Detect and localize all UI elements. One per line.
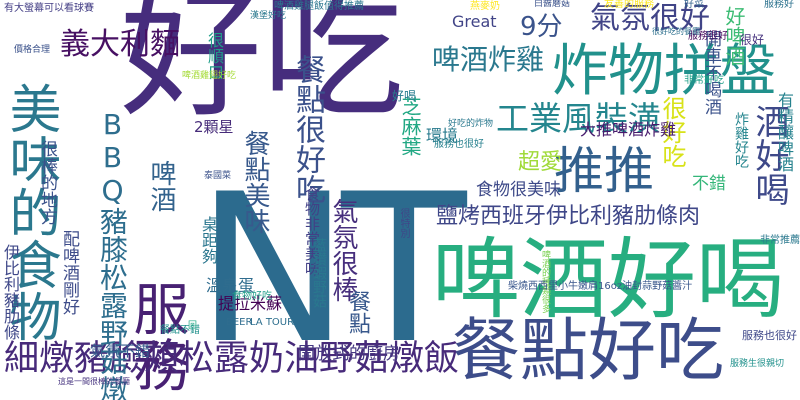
word-food-very-delicious: 食物非常美味 xyxy=(303,186,321,276)
word-haochi: 好吃 xyxy=(120,0,404,137)
word-chicken-rice: 啤酒雞腿飯值得推薦 xyxy=(274,1,364,12)
word-wine-good: 酒好喝 xyxy=(749,104,789,206)
word-industrial-decor: 工業風裝潢 xyxy=(496,99,661,138)
word-beer-variety: 啤酒的種類很多 xyxy=(540,250,550,313)
word-super-love: 超愛 xyxy=(518,150,563,175)
word-iberico-rib-short: 伊比利豬肋條 xyxy=(1,244,20,340)
word-tasty-restaurant: 很好吃的餐廳 xyxy=(652,27,700,36)
word-beer-good: 啤酒好喝 xyxy=(432,228,785,331)
word-burger: 漢堡好吃 xyxy=(250,11,287,21)
word-good-beer: 好啤酒 xyxy=(722,6,746,66)
word-meal-tasty: 餐點美味 xyxy=(240,130,270,234)
word-oat-milk: 燕麥奶 xyxy=(470,1,500,12)
word-tuitui: 推推 xyxy=(554,142,654,200)
word-open-kitchen: 開放式的廚房 xyxy=(298,344,400,364)
word-atmosphere-good: 氣氛很好 xyxy=(590,1,710,36)
word-nt: NT xyxy=(196,151,467,389)
word-craft-beer: 有精釀啤酒 xyxy=(775,92,794,172)
word-table-space: 桌距夠 xyxy=(199,216,218,264)
word-recommend-beer-chicken: 大推啤酒炸雞 xyxy=(580,120,677,139)
word-return: 回 xyxy=(188,321,198,331)
word-tiramisu: 提拉米蘇 xyxy=(218,294,283,313)
word-pork-risotto: 細燉豬臉頰松露奶油野菇燉飯 xyxy=(4,339,460,379)
word-great-place: 很棒的地方 xyxy=(37,140,57,225)
word-meal-very-good: 餐點很好吃 xyxy=(290,54,325,204)
word-service-also-good-2: 服務也很好 xyxy=(434,139,484,150)
word-big-screen: 有大螢幕可以看球賽 xyxy=(4,3,94,14)
word-pasta: 義大利麵 xyxy=(60,27,180,62)
word-thai-food: 泰國菜 xyxy=(204,171,232,181)
word-white-sauce: 白醬蘑菇 xyxy=(534,0,571,9)
word-veal-shank: 柴燒西西里小牛嫩肩16oz油封蒜野菇醬汁 xyxy=(508,281,693,292)
word-beer-en: BEER xyxy=(226,317,253,328)
word-blue-shrimp: 藍鑽蝦野菇 xyxy=(311,238,327,308)
word-atmosphere-great: 氣氛很棒 xyxy=(328,198,358,302)
word-no-drink-drive: 開車不喝酒 xyxy=(701,30,721,115)
word-wings-tasty: 啤酒雞翅好吃 xyxy=(182,71,237,81)
word-very-good: 很好 xyxy=(740,33,765,47)
word-beer-chicken: 啤酒炸雞 xyxy=(432,43,545,76)
word-good-drink: 好喝 xyxy=(392,89,417,103)
word-fried-platter: 炸物拼盤 xyxy=(552,39,776,104)
word-good-service: 服務好 xyxy=(764,0,794,10)
word-great-restaurant: 這是一間很棒的餐廳 xyxy=(58,377,130,386)
word-tasty-food: 美味的食物 xyxy=(0,82,60,342)
word-great: Great xyxy=(452,12,497,31)
word-fried-chicken-good: 炸雞好吃 xyxy=(733,112,749,168)
word-special: 很特別 xyxy=(398,208,409,238)
word-9-points: 9分 xyxy=(520,12,563,42)
word-arugula: 芝麻葉 xyxy=(398,96,422,156)
word-onsen-egg: 溫泉蛋 xyxy=(206,276,255,295)
word-extremely-tasty: 非常好吃 xyxy=(684,75,724,86)
word-iberico-rib: 鹽烤西班牙伊比利豬肋條肉 xyxy=(436,204,701,229)
word-very-tasty: 很好吃 xyxy=(658,96,686,168)
word-highly-recommend: 非常推薦 xyxy=(760,235,800,246)
word-meal-good: 餐點好吃 xyxy=(452,312,725,391)
word-meal-ok: 餐點不錯 xyxy=(160,325,200,336)
word-smooth: 很順口 xyxy=(205,32,224,80)
word-service-also-good: 服務也很好 xyxy=(742,329,797,342)
word-not-bad: 不錯 xyxy=(692,174,726,194)
word-pairs-beer: 配啤酒剛好 xyxy=(59,230,79,315)
word-food-good: 食物好吃 xyxy=(232,291,272,302)
word-beer: 啤酒 xyxy=(146,160,176,212)
word-friendly-staff: 服務生很親切 xyxy=(730,359,785,369)
word-tasty-fried: 好吃的炸物 xyxy=(448,119,494,129)
word-service: 服務 xyxy=(124,280,189,392)
word-2-stars: 2顆星 xyxy=(194,118,234,136)
word-friendly-service: 友善的服務 xyxy=(604,0,654,10)
word-fair-price: 價格合理 xyxy=(14,45,51,55)
word-meal: 餐點 xyxy=(345,290,370,334)
word-la-tour: LA TOUR xyxy=(250,317,295,328)
word-good-dish: 好菜 xyxy=(684,0,704,10)
word-environment: 環境 xyxy=(426,126,459,145)
word-service-good: 服務很好 xyxy=(688,31,728,42)
word-food-delicious: 食物很美味 xyxy=(476,180,561,200)
word-atmosphere-ok: 氣氛不錯 xyxy=(90,342,151,360)
word-bbq-risotto: BBQ豬膝松露野菇燉飯 xyxy=(96,108,129,400)
